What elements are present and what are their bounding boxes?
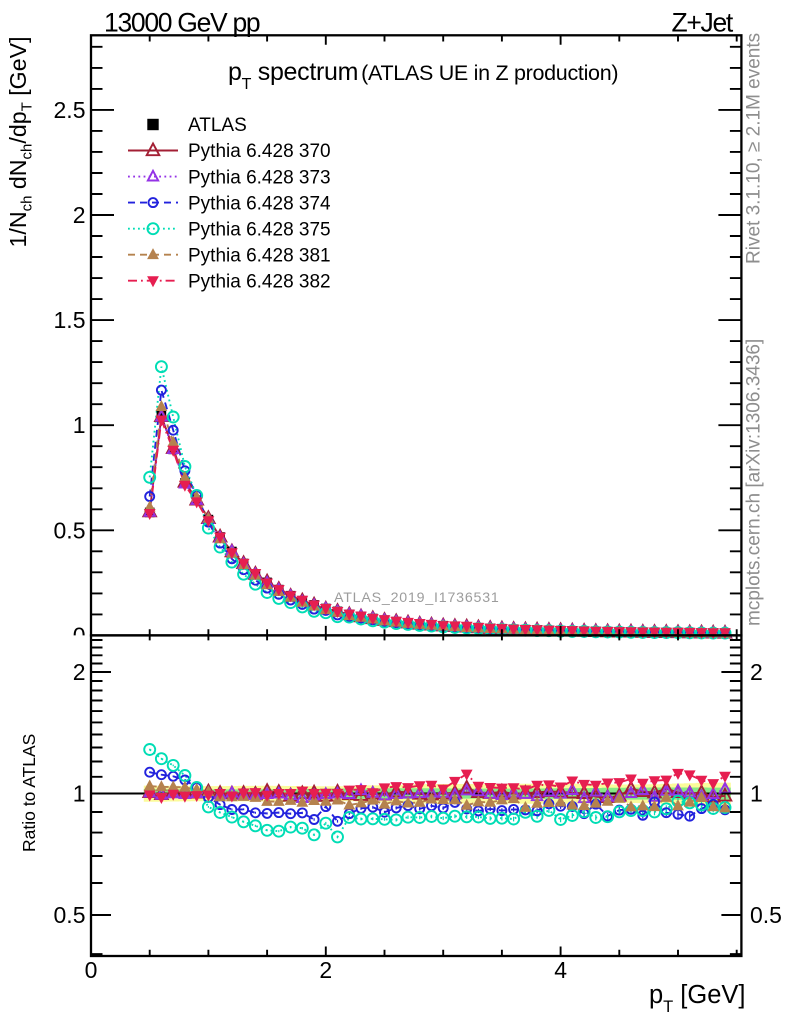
svg-text:2: 2 <box>73 202 86 228</box>
svg-text:2: 2 <box>73 659 86 685</box>
svg-text:Pythia 6.428 381: Pythia 6.428 381 <box>188 245 331 266</box>
svg-text:0: 0 <box>85 957 98 983</box>
svg-text:Pythia 6.428 370: Pythia 6.428 370 <box>188 141 331 162</box>
svg-text:0.5: 0.5 <box>750 902 782 928</box>
svg-text:Z+Jet: Z+Jet <box>671 8 733 38</box>
svg-text:0.5: 0.5 <box>54 517 86 543</box>
svg-text:4: 4 <box>554 957 567 983</box>
svg-text:Pythia 6.428 373: Pythia 6.428 373 <box>188 167 331 188</box>
svg-text:ATLAS_2019_I1736531: ATLAS_2019_I1736531 <box>334 590 500 606</box>
svg-text:13000 GeV pp: 13000 GeV pp <box>104 8 260 38</box>
svg-text:1: 1 <box>73 781 86 807</box>
svg-text:1: 1 <box>750 781 763 807</box>
svg-text:ATLAS: ATLAS <box>188 115 247 136</box>
svg-text:0: 0 <box>73 622 86 648</box>
svg-text:0.5: 0.5 <box>54 902 86 928</box>
svg-text:2.5: 2.5 <box>54 97 86 123</box>
svg-text:Pythia 6.428 374: Pythia 6.428 374 <box>188 193 331 214</box>
svg-text:1.5: 1.5 <box>54 307 86 333</box>
svg-text:Rivet 3.1.10, ≥ 2.1M events: Rivet 3.1.10, ≥ 2.1M events <box>744 33 765 264</box>
svg-text:Ratio to ATLAS: Ratio to ATLAS <box>19 734 39 852</box>
svg-text:2: 2 <box>750 659 763 685</box>
svg-text:2: 2 <box>319 957 332 983</box>
svg-text:1/Nch dNch/dpT [GeV]: 1/Nch dNch/dpT [GeV] <box>5 36 36 247</box>
svg-text:Pythia 6.428 382: Pythia 6.428 382 <box>188 271 331 292</box>
svg-text:mcplots.cern.ch [arXiv:1306.34: mcplots.cern.ch [arXiv:1306.3436] <box>744 339 765 626</box>
svg-text:Pythia 6.428 375: Pythia 6.428 375 <box>188 219 331 240</box>
svg-text:1: 1 <box>73 412 86 438</box>
